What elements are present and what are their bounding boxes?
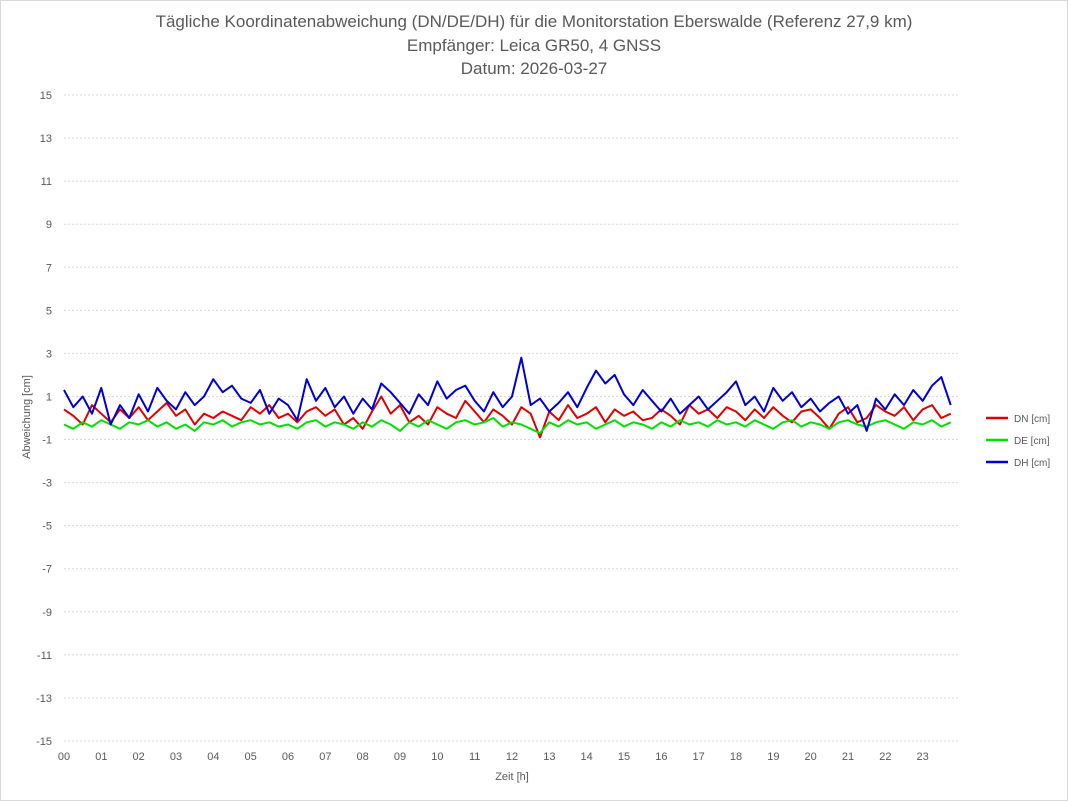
y-tick-label: 5 bbox=[46, 305, 52, 317]
chart-title: Tägliche Koordinatenabweichung (DN/DE/DH… bbox=[155, 12, 913, 31]
x-tick-label: 04 bbox=[207, 751, 219, 763]
y-axis-title: Abweichung [cm] bbox=[21, 375, 33, 459]
y-tick-label: 13 bbox=[40, 133, 52, 145]
x-tick-label: 09 bbox=[394, 751, 406, 763]
x-tick-label: 18 bbox=[730, 751, 742, 763]
legend-label-dh: DH [cm] bbox=[1014, 458, 1050, 469]
x-tick-label: 12 bbox=[506, 751, 518, 763]
x-tick-label: 03 bbox=[170, 751, 182, 763]
x-tick-label: 01 bbox=[95, 751, 107, 763]
y-tick-label: -9 bbox=[42, 607, 52, 619]
x-tick-label: 13 bbox=[543, 751, 555, 763]
x-axis-ticks: 00 01 02 03 04 05 06 07 08 09 10 11 12 13 14 15 16 17 18 19… bbox=[58, 751, 929, 763]
x-tick-label: 17 bbox=[693, 751, 705, 763]
x-tick-label: 10 bbox=[431, 751, 443, 763]
x-tick-label: 22 bbox=[879, 751, 891, 763]
x-tick-label: 07 bbox=[319, 751, 331, 763]
y-tick-label: 15 bbox=[40, 90, 52, 102]
x-tick-label: 00 bbox=[58, 751, 70, 763]
series-line-dn bbox=[63, 395, 952, 439]
legend: DN [cm] DE [cm] DH [cm] bbox=[986, 414, 1050, 469]
y-axis-ticks: 15 13 11 9 7 5 3 1 -1 -3 -5 -7 -9 -11 -13 -15 bbox=[36, 90, 52, 748]
y-tick-label: -5 bbox=[42, 521, 52, 533]
x-tick-label: 16 bbox=[655, 751, 667, 763]
y-tick-label: 1 bbox=[46, 391, 52, 403]
series-line-dh bbox=[63, 356, 952, 432]
x-tick-label: 06 bbox=[282, 751, 294, 763]
x-tick-label: 05 bbox=[245, 751, 257, 763]
x-tick-label: 11 bbox=[469, 751, 480, 763]
x-tick-label: 21 bbox=[842, 751, 854, 763]
chart-subtitle-receiver: Empfänger: Leica GR50, 4 GNSS bbox=[406, 36, 662, 55]
series-lines bbox=[63, 356, 952, 439]
x-tick-label: 19 bbox=[767, 751, 779, 763]
x-tick-label: 15 bbox=[618, 751, 630, 763]
y-tick-label: 3 bbox=[46, 348, 52, 360]
y-tick-label: 11 bbox=[41, 176, 52, 188]
y-tick-label: -7 bbox=[42, 564, 52, 576]
x-tick-label: 02 bbox=[133, 751, 145, 763]
chart-subtitle-date: Datum: 2026-03-27 bbox=[460, 59, 608, 78]
x-tick-label: 23 bbox=[917, 751, 929, 763]
y-tick-label: -1 bbox=[42, 435, 52, 447]
series-line-de bbox=[63, 417, 952, 435]
y-tick-label: -13 bbox=[36, 693, 52, 705]
y-tick-label: -15 bbox=[36, 736, 52, 748]
y-tick-label: 9 bbox=[46, 219, 52, 231]
legend-label-dn: DN [cm] bbox=[1014, 414, 1050, 425]
x-tick-label: 08 bbox=[357, 751, 369, 763]
x-tick-label: 20 bbox=[805, 751, 817, 763]
legend-label-de: DE [cm] bbox=[1014, 436, 1050, 447]
y-tick-label: -11 bbox=[37, 650, 52, 662]
y-tick-label: 7 bbox=[46, 262, 52, 274]
y-tick-label: -3 bbox=[42, 478, 52, 490]
grid-lines bbox=[64, 94, 960, 742]
x-axis-title: Zeit [h] bbox=[495, 771, 529, 783]
x-tick-label: 14 bbox=[581, 751, 593, 763]
